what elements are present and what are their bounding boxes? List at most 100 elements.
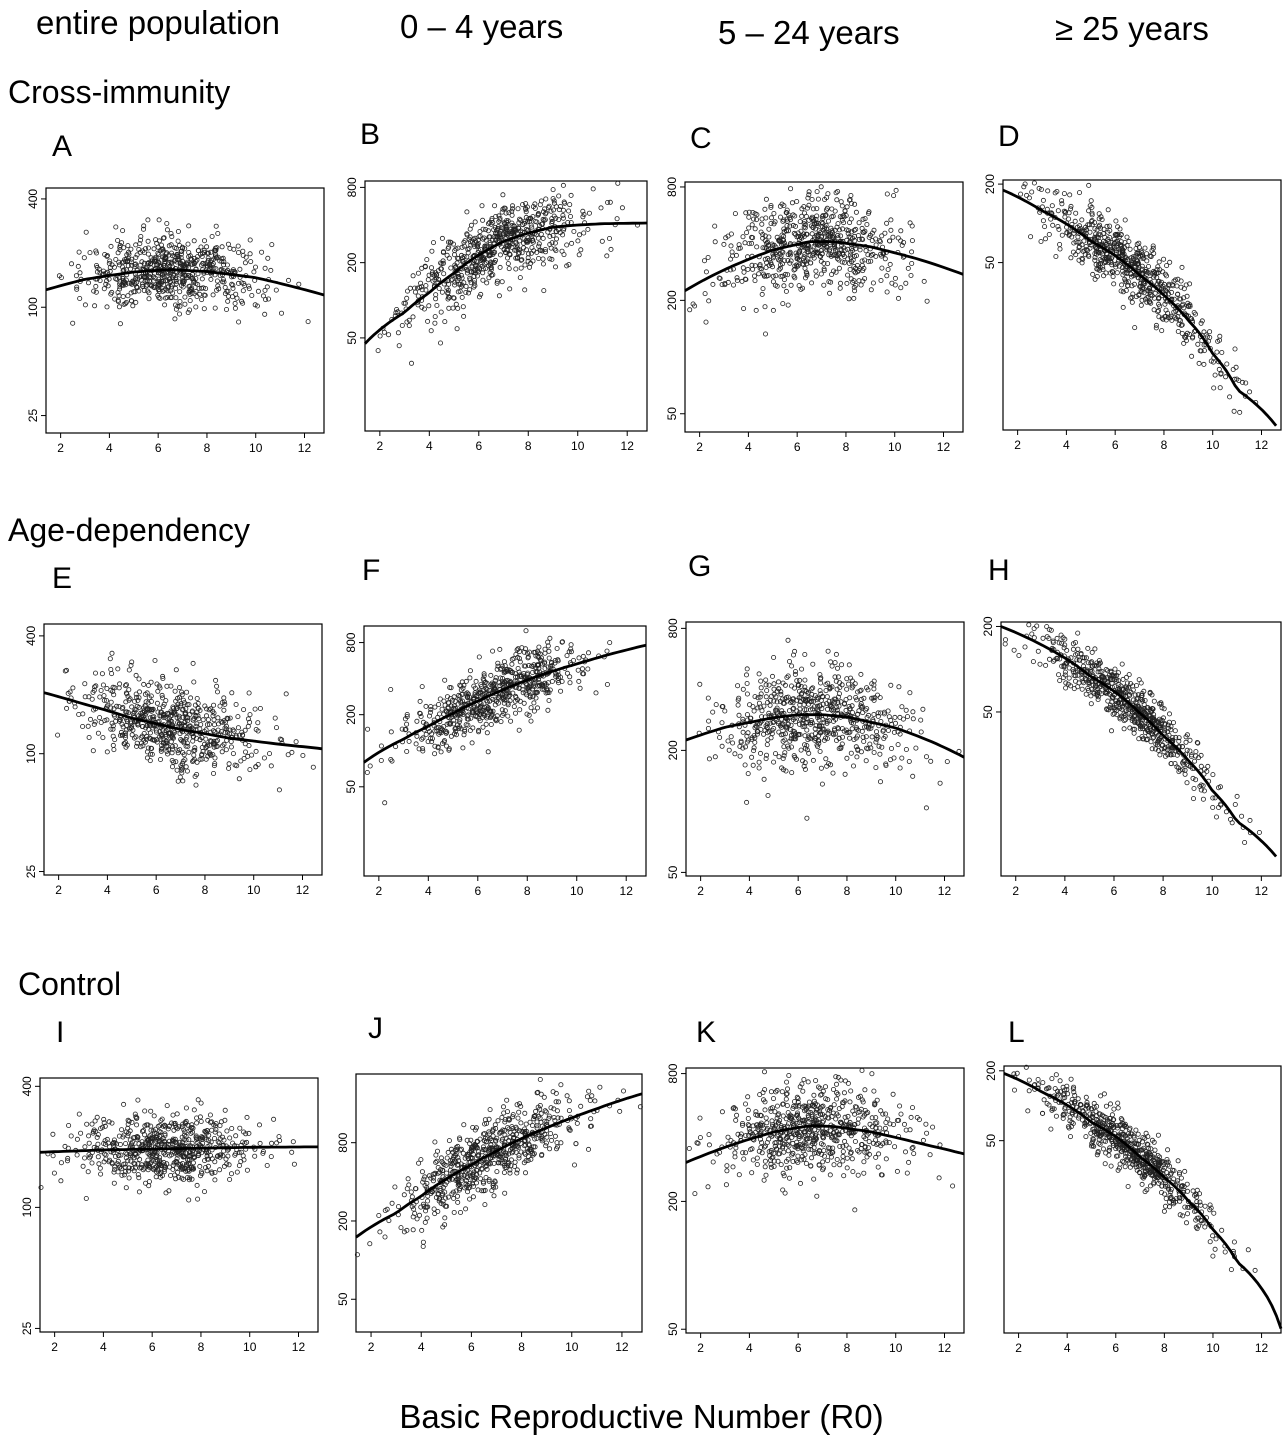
data-point <box>728 734 734 740</box>
data-point <box>117 321 123 327</box>
data-point <box>585 650 591 656</box>
data-point <box>212 305 218 311</box>
data-point <box>1219 349 1225 355</box>
data-point <box>447 721 453 727</box>
data-point <box>844 755 850 761</box>
data-point <box>452 282 458 288</box>
data-point <box>804 743 810 749</box>
data-point <box>488 259 494 265</box>
data-point <box>228 744 234 750</box>
data-point <box>236 319 242 325</box>
data-point <box>194 771 200 777</box>
data-point <box>138 735 144 741</box>
data-point <box>792 263 798 269</box>
data-point <box>93 283 99 289</box>
data-point <box>757 263 763 269</box>
data-point <box>1098 225 1104 231</box>
data-point <box>564 653 570 659</box>
data-point <box>1115 238 1121 244</box>
data-point <box>531 700 537 706</box>
data-point <box>770 251 776 257</box>
data-point <box>823 730 829 736</box>
data-point <box>1071 230 1077 236</box>
data-point <box>717 735 723 741</box>
data-point <box>446 239 452 245</box>
data-point <box>111 264 117 270</box>
data-point <box>1177 767 1183 773</box>
data-point <box>506 693 512 699</box>
data-point <box>73 273 79 279</box>
data-point <box>752 694 758 700</box>
data-point <box>135 722 141 728</box>
data-point <box>272 715 278 721</box>
y-tick-label: 25 <box>26 409 40 423</box>
data-point <box>741 306 747 312</box>
data-point <box>133 255 139 261</box>
data-point <box>823 688 829 694</box>
data-point <box>903 280 909 286</box>
data-point <box>494 713 500 719</box>
data-point <box>1101 273 1107 279</box>
data-point <box>506 679 512 685</box>
data-point <box>701 258 707 264</box>
data-point <box>505 713 511 719</box>
data-point <box>549 678 555 684</box>
data-point <box>892 282 898 288</box>
data-point <box>252 264 258 270</box>
data-point <box>858 696 864 702</box>
data-point <box>850 279 856 285</box>
data-point <box>785 673 791 679</box>
data-point <box>756 700 762 706</box>
data-point <box>422 263 428 269</box>
data-point <box>155 688 161 694</box>
data-point <box>893 187 899 193</box>
data-point <box>789 770 795 776</box>
data-point <box>140 284 146 290</box>
data-point <box>768 260 774 266</box>
data-point <box>1036 185 1042 191</box>
data-point <box>123 699 129 705</box>
data-point <box>1136 292 1142 298</box>
data-point <box>446 281 452 287</box>
data-point <box>159 242 165 248</box>
data-point <box>523 663 529 669</box>
data-point <box>871 712 877 718</box>
data-point <box>547 635 553 641</box>
data-point <box>509 203 515 209</box>
data-point <box>488 722 494 728</box>
data-point <box>382 800 388 806</box>
data-point <box>378 757 384 763</box>
data-point <box>804 261 810 267</box>
data-point <box>754 724 760 730</box>
data-point <box>1175 292 1181 298</box>
data-point <box>908 273 914 279</box>
data-point <box>404 749 410 755</box>
data-point <box>378 743 384 749</box>
data-point <box>740 686 746 692</box>
data-point <box>481 673 487 679</box>
data-point <box>500 692 506 698</box>
data-point <box>1068 206 1074 212</box>
data-point <box>1122 217 1128 223</box>
data-point <box>477 229 483 235</box>
data-point <box>1073 678 1079 684</box>
data-point <box>818 184 824 190</box>
data-point <box>235 714 241 720</box>
data-point <box>1144 299 1150 305</box>
data-point <box>484 243 490 249</box>
data-point <box>483 721 489 727</box>
data-point <box>192 702 198 708</box>
data-point <box>240 248 246 254</box>
data-point <box>305 319 311 325</box>
data-point <box>157 262 163 268</box>
data-point <box>1096 211 1102 217</box>
data-point <box>1192 311 1198 317</box>
data-point <box>493 675 499 681</box>
data-point <box>814 695 820 701</box>
data-point <box>123 730 129 736</box>
data-point <box>111 747 117 753</box>
data-point <box>186 223 192 229</box>
data-point <box>530 237 536 243</box>
data-point <box>771 759 777 765</box>
data-point <box>181 700 187 706</box>
